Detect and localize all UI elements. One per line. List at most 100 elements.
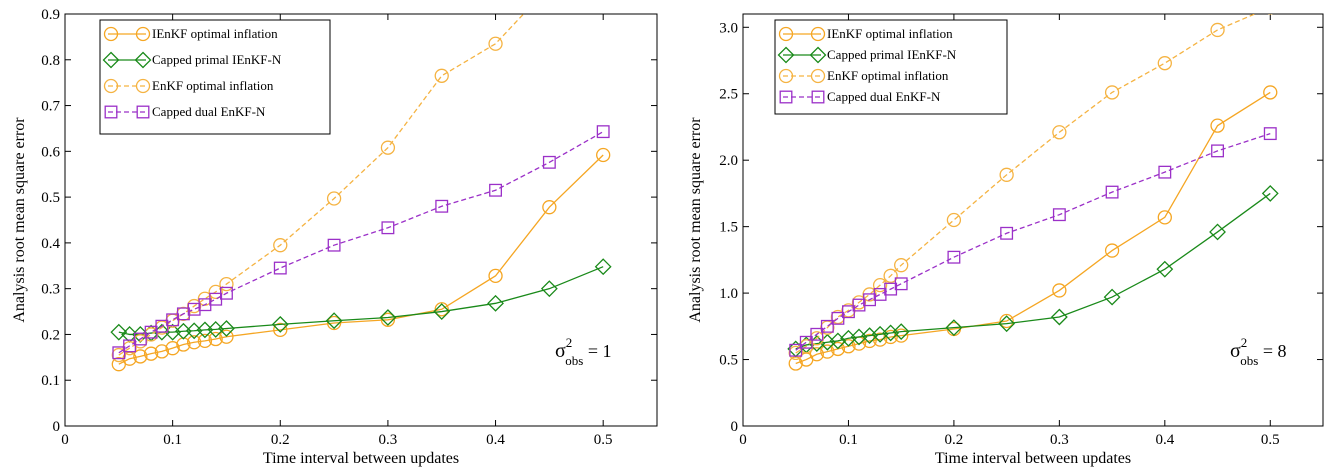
sigma-superscript: 2 (566, 335, 573, 350)
series-1 (111, 147, 611, 372)
data-point (273, 322, 288, 338)
x-tick-label: 0 (739, 432, 747, 448)
y-tick-label: 0.3 (41, 282, 60, 298)
legend-label: EnKF optimal inflation (827, 68, 949, 83)
data-point (187, 335, 202, 350)
x-tick-label: 0.4 (486, 432, 505, 448)
y-axis-label: Analysis root mean square error (687, 117, 704, 323)
data-point (489, 183, 502, 197)
data-point (999, 167, 1014, 182)
data-point (112, 346, 126, 360)
data-point (1158, 165, 1172, 179)
data-point (219, 276, 234, 292)
sigma-annotation: σ2 obs = 8 (1230, 335, 1287, 368)
legend-label: Capped dual EnKF-N (152, 104, 266, 119)
data-point (1157, 210, 1172, 225)
legend-marker (103, 26, 119, 42)
data-point (197, 333, 213, 349)
legend-marker (103, 78, 119, 94)
series-line (795, 192, 1271, 350)
data-point (176, 307, 190, 321)
data-point (1052, 125, 1067, 140)
data-point (594, 258, 612, 276)
data-point (892, 323, 910, 341)
sigma-annotation: σ2 obs = 1 (555, 335, 612, 368)
legend-marker (136, 105, 150, 119)
y-tick-label: 0.9 (41, 7, 60, 23)
data-point (326, 191, 342, 206)
y-tick-label: 0 (53, 419, 61, 435)
data-point (1267, 14, 1273, 15)
data-point (110, 323, 128, 341)
legend-label: Capped primal IEnKF-N (827, 47, 957, 62)
x-tick-label: 0 (61, 432, 69, 448)
data-point (1156, 260, 1174, 278)
y-tick-label: 0.5 (719, 353, 738, 369)
x-axis-label: Time interval between updates (263, 450, 459, 467)
data-point (830, 341, 846, 357)
data-point (165, 341, 180, 356)
data-point (1209, 223, 1226, 241)
data-point (788, 345, 803, 361)
data-point (143, 346, 159, 361)
series-4 (789, 127, 1277, 357)
legend-marker (778, 68, 794, 84)
data-point (187, 302, 201, 316)
chart-panel-1: 0 0.1 0.2 0.3 0.4 0.5 0 0.1 0.2 0.3 0.4 0.5 0.6 0.7 0.… (11, 7, 658, 467)
data-point (1000, 226, 1014, 240)
data-point (488, 36, 503, 51)
data-point (271, 315, 289, 333)
data-point (122, 341, 137, 356)
data-point (842, 305, 855, 319)
series-4 (112, 125, 610, 360)
data-point (831, 311, 845, 325)
legend-marker (778, 26, 794, 42)
sigma-subscript: obs (565, 353, 583, 368)
x-axis-label: Time interval between updates (935, 450, 1131, 467)
data-point (946, 212, 962, 228)
data-point (111, 347, 126, 363)
data-point (1263, 127, 1277, 141)
data-point (434, 302, 449, 317)
data-point (1052, 208, 1066, 222)
data-point (596, 125, 610, 139)
data-point (1105, 185, 1119, 199)
data-point (829, 332, 847, 350)
data-point (998, 315, 1016, 333)
data-point (380, 312, 396, 327)
plot-frame (64, 13, 658, 427)
data-point (872, 277, 888, 293)
data-point (434, 68, 449, 83)
data-point (1104, 85, 1120, 100)
data-point (810, 327, 824, 341)
data-point (325, 312, 343, 330)
legend-label: IEnKF optimal inflation (827, 26, 953, 41)
data-point (208, 284, 223, 300)
legend-marker (777, 46, 795, 64)
data-point (799, 339, 814, 354)
sigma-symbol: σ (1230, 340, 1241, 362)
data-point (1052, 283, 1067, 298)
data-point (380, 140, 396, 155)
x-tick-label: 0.3 (1050, 432, 1069, 448)
legend-marker (134, 51, 152, 69)
sigma-symbol: σ (555, 340, 566, 362)
data-point (133, 334, 148, 349)
legend-label: EnKF optimal inflation (152, 78, 274, 93)
x-tick-label: 0.1 (839, 432, 858, 448)
data-point (542, 200, 557, 215)
data-point (433, 303, 451, 320)
y-tick-label: 1.5 (719, 220, 738, 236)
plot-frame (742, 13, 1324, 427)
data-point (487, 294, 504, 312)
sigma-subscript: obs (1240, 353, 1258, 368)
legend-label: Capped primal IEnKF-N (152, 52, 282, 67)
data-point (809, 331, 824, 346)
y-axis-label: Analysis root mean square error (11, 117, 28, 323)
y-tick-label: 0.1 (41, 373, 60, 389)
data-point (820, 319, 834, 333)
sigma-value: = 1 (583, 341, 611, 361)
data-point (143, 327, 159, 342)
data-point (883, 268, 898, 283)
